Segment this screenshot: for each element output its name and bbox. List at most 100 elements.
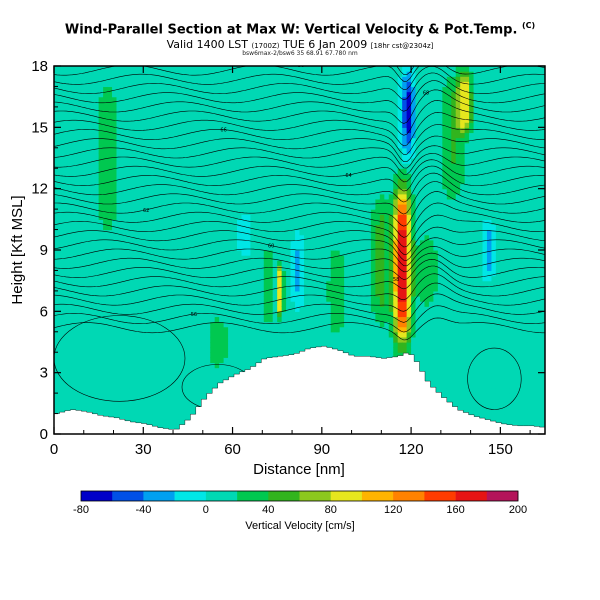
velocity-cell [116,209,122,215]
velocity-cell [187,198,193,205]
velocity-cell [138,382,144,389]
velocity-cell [165,423,171,430]
velocity-cell [85,132,91,139]
velocity-cell [303,275,310,282]
velocity-cell [339,127,345,134]
velocity-cell [268,81,274,88]
velocity-cell [241,362,247,369]
velocity-cell [120,198,127,205]
velocity-cell [321,152,327,159]
velocity-cell [214,219,220,226]
velocity-cell [344,204,350,210]
velocity-cell [348,96,354,103]
velocity-cell [89,81,95,88]
velocity-cell [156,393,162,399]
velocity-cell [138,106,144,113]
velocity-cell [89,336,95,343]
velocity-cell [178,311,185,318]
velocity-cell [98,142,104,149]
velocity-cell [335,158,341,164]
velocity-cell [187,188,193,195]
velocity-cell [299,265,305,272]
velocity-cell [259,163,265,169]
velocity-cell [196,239,202,246]
velocity-cell [312,250,318,256]
velocity-cell [357,321,363,328]
velocity-cell [348,163,354,169]
velocity-cell [156,147,162,154]
velocity-cell [232,219,238,226]
velocity-cell [170,331,176,338]
velocity-cell [223,163,229,169]
velocity-cell [353,260,359,266]
velocity-cell [120,301,127,307]
velocity-cell [228,147,234,154]
velocity-cell [156,209,162,215]
velocity-cell [54,152,60,159]
velocity-cell [196,76,202,82]
velocity-cell [228,142,234,149]
velocity-cell [214,229,220,236]
velocity-cell [129,316,135,323]
velocity-cell [58,255,64,261]
velocity-cell [237,260,243,266]
velocity-cell [232,296,238,302]
velocity-cell [308,331,314,338]
velocity-cell [205,214,211,220]
velocity-cell [295,250,301,256]
velocity-cell [98,178,104,185]
velocity-cell [71,336,77,343]
velocity-cell [165,311,171,318]
velocity-cell [89,347,95,353]
velocity-cell [156,214,162,220]
velocity-cell [196,393,202,399]
velocity-cell [259,178,265,185]
velocity-cell [134,255,140,261]
velocity-cell [170,352,176,358]
velocity-cell [107,403,113,410]
velocity-cell [134,388,140,394]
velocity-cell [76,367,82,374]
velocity-cell [339,158,345,164]
velocity-cell [170,86,176,93]
velocity-cell [357,224,363,231]
velocity-cell [245,265,251,272]
velocity-cell [143,255,149,261]
velocity-cell [183,393,189,399]
velocity-cell [71,204,77,210]
velocity-cell [295,224,301,231]
velocity-cell [344,112,350,118]
velocity-cell [237,270,243,277]
velocity-cell [317,296,323,302]
velocity-cell [353,244,359,251]
velocity-cell [312,224,318,231]
velocity-cell [210,260,216,266]
velocity-cell [178,106,185,113]
velocity-cell [353,270,359,277]
velocity-cell [326,342,332,348]
velocity-cell [281,250,287,256]
velocity-cell [54,393,60,399]
velocity-cell [116,382,122,389]
velocity-cell [161,377,167,384]
velocity-cell [308,229,314,236]
velocity-cell [98,382,104,389]
velocity-cell [120,173,127,180]
velocity-cell [281,280,287,287]
velocity-cell [214,168,220,174]
velocity-cell [321,290,327,297]
velocity-cell [94,106,100,113]
velocity-cell [335,250,341,256]
velocity-cell [308,142,314,149]
velocity-cell [286,188,292,195]
velocity-cell [241,352,247,358]
velocity-cell [71,234,77,241]
velocity-cell [326,81,332,88]
velocity-cell [286,198,292,205]
velocity-cell [201,122,207,128]
velocity-cell [143,347,149,353]
velocity-cell [214,336,220,343]
velocity-cell [339,347,345,353]
velocity-cell [161,147,167,154]
velocity-cell [71,403,77,410]
